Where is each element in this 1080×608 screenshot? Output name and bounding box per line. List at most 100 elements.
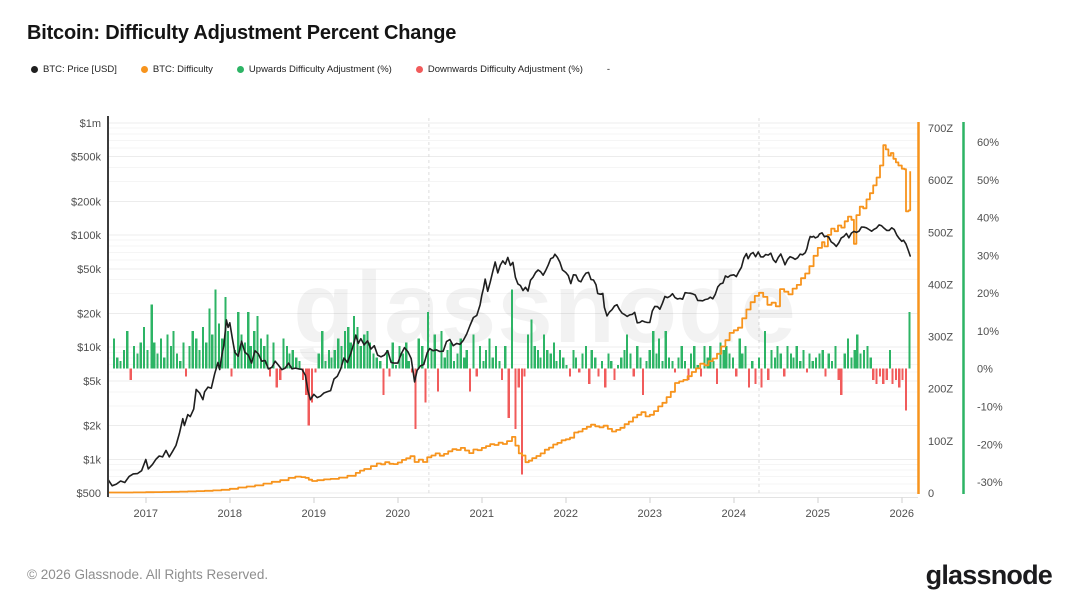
legend-item-3[interactable]: Downwards Difficulty Adjustment (%): [415, 64, 583, 75]
upward-adjustment-bar: [677, 357, 680, 369]
legend-item-0[interactable]: BTC: Price [USD]: [31, 64, 117, 75]
upward-adjustment-bar: [291, 349, 294, 369]
upward-adjustment-bar: [629, 353, 632, 369]
downward-adjustment-bar: [230, 368, 233, 377]
upward-adjustment-bar: [317, 353, 320, 369]
upward-adjustment-bar: [856, 334, 859, 369]
upward-adjustment-bar: [757, 357, 761, 369]
upward-adjustment-bar: [552, 342, 556, 369]
upward-adjustment-bar: [333, 349, 336, 369]
upward-adjustment-bar: [119, 361, 122, 369]
upward-adjustment-bar: [146, 349, 149, 369]
upward-adjustment-bar: [295, 357, 298, 369]
legend-label: BTC: Difficulty: [152, 64, 213, 75]
pct-axis-tick-label: 60%: [977, 137, 999, 149]
upward-adjustment-bar: [530, 319, 533, 369]
downward-adjustment-bar: [388, 368, 391, 377]
upward-adjustment-bar: [391, 342, 394, 369]
upward-adjustment-bar: [491, 357, 494, 369]
upward-adjustment-bar: [237, 312, 240, 369]
downward-adjustment-bar: [578, 368, 581, 373]
x-axis-tick-label: 2017: [134, 508, 158, 520]
upward-adjustment-bar: [555, 361, 558, 369]
upward-adjustment-bar: [802, 349, 805, 369]
legend-item-4[interactable]: -: [607, 64, 610, 75]
upward-adjustment-bar: [340, 346, 343, 369]
legend: BTC: Price [USD] BTC: Difficulty Upwards D…: [31, 64, 610, 75]
upward-adjustment-bar: [366, 330, 369, 369]
upward-adjustment-bar: [375, 357, 378, 369]
downward-adjustment-bar: [837, 368, 840, 381]
downward-adjustment-bar: [891, 368, 894, 384]
upward-adjustment-bar: [862, 349, 866, 369]
upward-adjustment-bar: [616, 364, 619, 369]
upward-adjustment-bar: [751, 361, 754, 369]
upward-adjustment-bar: [846, 338, 850, 369]
downward-adjustment-bar: [475, 368, 478, 377]
upward-adjustment-bar: [572, 349, 575, 369]
upward-adjustment-bar: [558, 349, 562, 369]
difficulty-line: [108, 144, 912, 494]
upward-adjustment-bar: [198, 349, 201, 369]
price-axis-tick-label: $500k: [71, 152, 101, 164]
upward-adjustment-bar: [188, 346, 191, 369]
downward-adjustment-bar: [767, 368, 770, 381]
upward-adjustment-bar: [776, 346, 779, 369]
price-axis-tick-label: $500: [77, 488, 101, 500]
upward-adjustment-bar: [359, 346, 362, 369]
upward-adjustment-bar: [191, 330, 194, 369]
legend-label: Upwards Difficulty Adjustment (%): [248, 64, 392, 75]
upward-adjustment-bar: [356, 327, 359, 369]
upward-adjustment-bar: [626, 334, 629, 369]
upward-adjustment-bar: [395, 364, 398, 369]
price-axis-tick-label: $1m: [80, 118, 101, 130]
legend-item-1[interactable]: BTC: Difficulty: [140, 64, 213, 75]
upward-adjustment-bar: [712, 361, 715, 369]
upward-adjustment-bar: [179, 361, 182, 369]
upward-adjustment-bar: [156, 353, 159, 369]
upward-adjustment-bar: [536, 349, 540, 369]
downward-adjustment-bar: [279, 368, 282, 381]
downward-adjustment-bar: [754, 368, 757, 384]
downward-adjustment-bar: [301, 368, 304, 381]
downward-adjustment-bar: [437, 368, 440, 392]
upward-adjustment-bar: [472, 334, 475, 369]
pct-axis-tick-label: -20%: [977, 439, 1003, 451]
downward-adjustment-bar: [311, 368, 314, 403]
upward-adjustment-bar: [770, 349, 773, 369]
downward-adjustment-bar: [840, 368, 843, 396]
upward-adjustment-bar: [562, 357, 565, 369]
upward-adjustment-bar: [731, 357, 735, 369]
downward-adjustment-bar: [687, 368, 690, 381]
price-axis-tick-label: $100k: [71, 230, 101, 242]
price-axis-tick-label: $200k: [71, 196, 101, 208]
downward-adjustment-bar: [760, 368, 763, 388]
upward-adjustment-bar: [227, 330, 230, 369]
legend-label: BTC: Price [USD]: [43, 64, 117, 75]
pct-axis-tick-label: 10%: [977, 326, 999, 338]
legend-item-2[interactable]: Upwards Difficulty Adjustment (%): [236, 64, 392, 75]
upward-adjustment-bar: [786, 346, 789, 369]
upward-adjustment-bar: [680, 346, 683, 369]
upward-adjustment-bar: [443, 357, 446, 369]
upward-adjustment-bar: [243, 342, 247, 369]
upward-adjustment-bar: [594, 357, 597, 369]
downward-adjustment-bar: [613, 368, 616, 381]
legend-label: -: [606, 64, 611, 75]
upward-adjustment-bar: [623, 349, 626, 369]
pct-axis-tick-label: 0%: [977, 364, 993, 376]
difficulty-axis-tick-label: 300Z: [928, 332, 953, 344]
upward-adjustment-bar: [668, 357, 671, 369]
downward-adjustment-bar: [514, 368, 517, 430]
upward-adjustment-bar: [417, 338, 420, 369]
x-axis-tick-label: 2023: [638, 508, 662, 520]
upward-adjustment-bar: [600, 361, 604, 369]
copyright-text: © 2026 Glassnode. All Rights Reserved.: [27, 567, 269, 582]
legend-dot: [415, 66, 423, 73]
pct-axis-tick-label: -10%: [977, 401, 1003, 413]
upward-adjustment-bar: [722, 349, 725, 369]
upward-adjustment-bar: [182, 342, 185, 369]
chart-plot-area[interactable]: [108, 118, 918, 493]
